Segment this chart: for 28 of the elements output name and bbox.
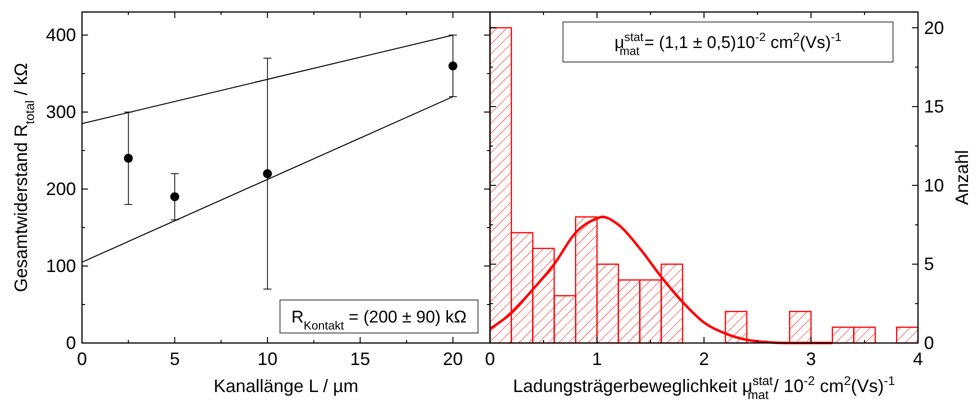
point — [124, 154, 133, 163]
y-tick-label: 0 — [66, 333, 76, 353]
y-tick-label: 0 — [924, 333, 934, 353]
x-tick-label: 2 — [698, 349, 710, 369]
x-tick-label: 1 — [592, 349, 602, 369]
y-tick-label: 200 — [46, 179, 76, 200]
point — [262, 169, 272, 178]
text: μ$^{stat}$$_{mat}$ = (1,1 ± 0,5)10$^{-2}$ cm$^{2}$(Vs)$^{-1}$ — [614, 30, 842, 58]
point — [448, 61, 458, 70]
y-tick-label: 5 — [924, 254, 934, 274]
y-tick-label: 100 — [46, 256, 76, 276]
x-tick-label: 0 — [484, 349, 496, 369]
x-tick-label: 15 — [350, 349, 370, 369]
x-tick-label: 5 — [170, 349, 180, 369]
x-tick-label: 20 — [442, 349, 463, 369]
y-tick-label: 400 — [46, 25, 76, 46]
y-tick-label: 15 — [924, 96, 944, 117]
annotation: R$_{Kontakt}$ = (200 ± 90) kΩ — [291, 308, 467, 332]
x-tick-label: 3 — [806, 349, 816, 369]
point — [170, 192, 180, 202]
x-axis-title: Kanallänge L / µm — [214, 376, 358, 396]
y-tick-label: 20 — [924, 18, 944, 38]
y-axis-title: Anzahl — [952, 150, 972, 206]
y-tick-label: 10 — [924, 175, 944, 196]
x-tick-label: 10 — [257, 349, 278, 369]
x-tick-label: 4 — [912, 349, 924, 369]
y-tick-label: 300 — [46, 102, 76, 122]
text: Ladungsträgerbeweglichkeit μ$^{stat}$$_{mat}$ / 10$^{-2}$ cm$^{2}$(Vs)$^{-1}$ — [512, 374, 896, 402]
